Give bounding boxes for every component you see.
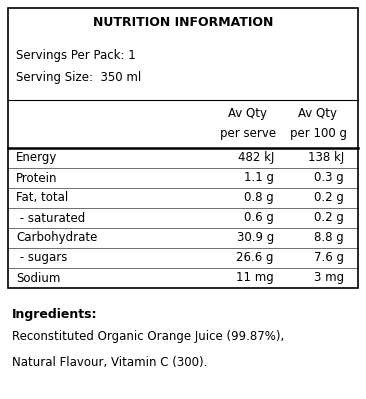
Text: 0.6 g: 0.6 g <box>244 211 274 225</box>
Text: per 100 g: per 100 g <box>290 126 347 140</box>
Text: Ingredients:: Ingredients: <box>12 308 97 321</box>
Bar <box>8 8 358 288</box>
Text: - sugars: - sugars <box>16 251 67 265</box>
Text: 26.6 g: 26.6 g <box>236 251 274 265</box>
Text: Av Qty: Av Qty <box>228 107 268 119</box>
Text: 30.9 g: 30.9 g <box>237 231 274 245</box>
Text: Sodium: Sodium <box>16 271 60 284</box>
Text: NUTRITION INFORMATION: NUTRITION INFORMATION <box>93 16 273 30</box>
Text: per serve: per serve <box>220 126 276 140</box>
Text: Servings Per Pack: 1: Servings Per Pack: 1 <box>16 49 136 61</box>
Text: Natural Flavour, Vitamin C (300).: Natural Flavour, Vitamin C (300). <box>12 356 208 369</box>
Text: Reconstituted Organic Orange Juice (99.87%),: Reconstituted Organic Orange Juice (99.8… <box>12 330 284 343</box>
Text: Protein: Protein <box>16 172 57 184</box>
Text: 0.8 g: 0.8 g <box>244 192 274 205</box>
Text: 3 mg: 3 mg <box>314 271 344 284</box>
Text: Serving Size:  350 ml: Serving Size: 350 ml <box>16 71 141 85</box>
Text: 8.8 g: 8.8 g <box>314 231 344 245</box>
Text: Fat, total: Fat, total <box>16 192 68 205</box>
Text: 482 kJ: 482 kJ <box>238 152 274 164</box>
Text: 7.6 g: 7.6 g <box>314 251 344 265</box>
Text: 0.2 g: 0.2 g <box>314 192 344 205</box>
Text: 0.2 g: 0.2 g <box>314 211 344 225</box>
Text: Energy: Energy <box>16 152 57 164</box>
Text: 1.1 g: 1.1 g <box>244 172 274 184</box>
Text: 0.3 g: 0.3 g <box>314 172 344 184</box>
Text: Av Qty: Av Qty <box>299 107 337 119</box>
Text: 11 mg: 11 mg <box>236 271 274 284</box>
Text: 138 kJ: 138 kJ <box>308 152 344 164</box>
Text: - saturated: - saturated <box>16 211 85 225</box>
Text: Carbohydrate: Carbohydrate <box>16 231 97 245</box>
